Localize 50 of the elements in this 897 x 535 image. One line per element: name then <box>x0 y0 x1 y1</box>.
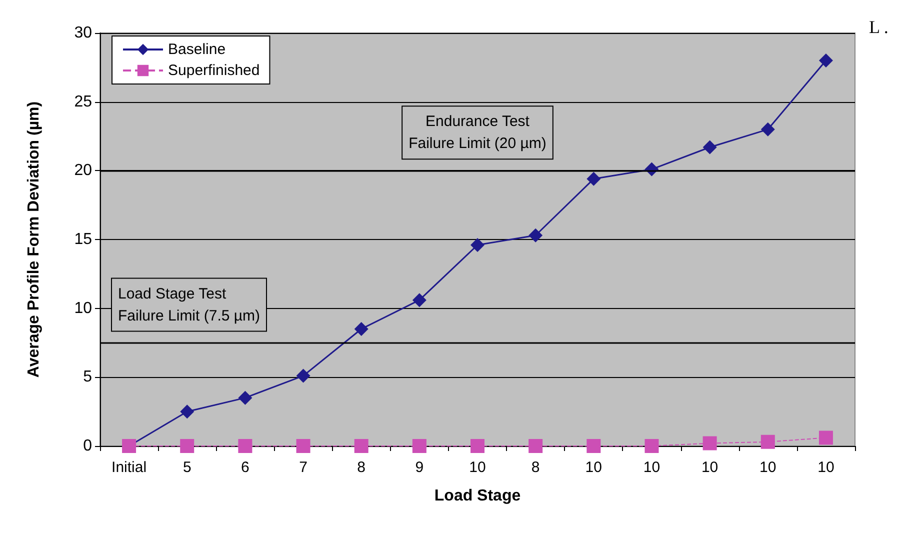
y-tick-label: 30 <box>74 24 92 42</box>
point <box>354 439 368 453</box>
point <box>238 439 252 453</box>
point <box>180 439 194 453</box>
y-tick-label: 0 <box>83 438 92 454</box>
point <box>412 439 426 453</box>
legend-label: Baseline <box>168 41 226 58</box>
point <box>760 122 775 136</box>
x-tick-label: 7 <box>299 459 308 476</box>
point <box>238 390 252 405</box>
x-tick-label: 10 <box>760 459 776 476</box>
point <box>180 404 194 419</box>
y-tick-label: 15 <box>74 231 92 248</box>
point <box>354 322 368 336</box>
point <box>470 439 484 453</box>
x-tick-label: 10 <box>469 459 486 476</box>
point <box>412 293 426 308</box>
x-tick-label: 10 <box>701 459 718 476</box>
point <box>586 172 601 186</box>
point <box>296 439 310 453</box>
y-tick-label: 25 <box>74 93 92 110</box>
y-tick-label: 20 <box>74 162 92 180</box>
ref-line-label: Load Stage Test Failure Limit (7.5 µm) <box>118 285 260 324</box>
point <box>644 439 659 453</box>
point <box>702 140 717 154</box>
point <box>296 368 310 383</box>
x-axis-title: Load Stage <box>434 488 521 504</box>
point <box>760 434 775 449</box>
point <box>818 430 833 445</box>
x-tick-label: 10 <box>643 459 660 476</box>
legend-label: Superfinished <box>168 62 260 79</box>
y-tick-label: 10 <box>74 300 92 317</box>
point <box>528 439 543 453</box>
x-tick-label: 6 <box>241 459 250 476</box>
point <box>818 54 833 68</box>
text: L . <box>869 17 888 37</box>
x-tick-label: 10 <box>818 459 834 476</box>
point <box>470 238 484 252</box>
x-tick-label: 5 <box>182 459 192 476</box>
y-axis-title: Average Profile Form Deviation (µm) <box>26 101 42 378</box>
x-tick-label: 9 <box>415 459 424 476</box>
ref-line-label: Endurance Test Failure Limit (20 µm) <box>408 113 546 152</box>
x-tick-label: 10 <box>585 459 602 476</box>
x-tick-label: 8 <box>357 459 366 476</box>
y-tick-label: 5 <box>83 368 92 386</box>
x-tick-label: 8 <box>531 459 540 476</box>
point <box>528 228 543 242</box>
point <box>702 436 717 450</box>
point <box>586 439 601 453</box>
x-tick-label: Initial <box>112 459 147 476</box>
